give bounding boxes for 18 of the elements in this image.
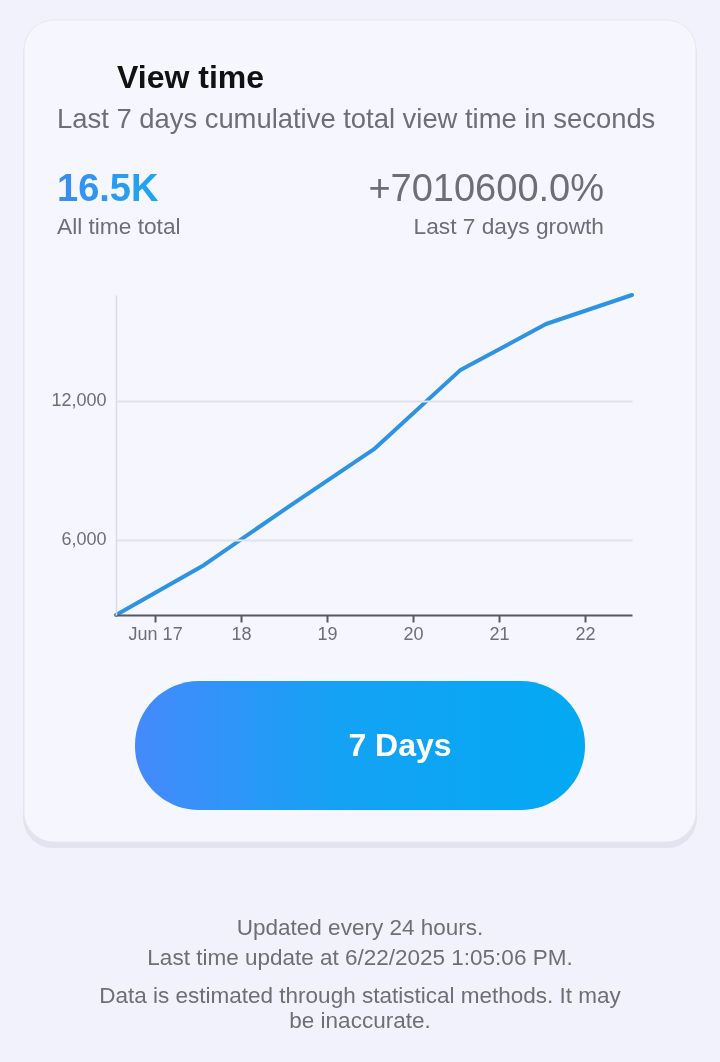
text: Updated every 24 hours. bbox=[236, 915, 484, 940]
x-tick-label: 21 bbox=[489, 623, 510, 644]
text: All time total bbox=[57, 213, 181, 239]
text: +7010600.0% bbox=[368, 167, 604, 209]
chart-title: View time bbox=[117, 59, 265, 95]
text: 16.5K bbox=[57, 167, 159, 209]
text: Data is estimated through statistical methods. It may be inaccurate. bbox=[99, 983, 622, 1033]
x-tick-label: Jun 17 bbox=[128, 623, 183, 644]
x-tick-label: 18 bbox=[231, 623, 252, 644]
y-tick-label: 6,000 bbox=[61, 529, 107, 550]
text: Last time update at 6/22/2025 1:05:06 PM. bbox=[147, 945, 573, 970]
x-tick-label: 22 bbox=[575, 623, 596, 644]
text: Last 7 days growth bbox=[413, 213, 604, 239]
chart-subtitle: Last 7 days cumulative total view time in seconds bbox=[57, 103, 656, 134]
y-tick-label: 12,000 bbox=[51, 390, 107, 411]
x-tick-label: 20 bbox=[403, 623, 424, 644]
x-tick-label: 19 bbox=[317, 623, 338, 644]
text: 7 Days bbox=[348, 727, 452, 763]
